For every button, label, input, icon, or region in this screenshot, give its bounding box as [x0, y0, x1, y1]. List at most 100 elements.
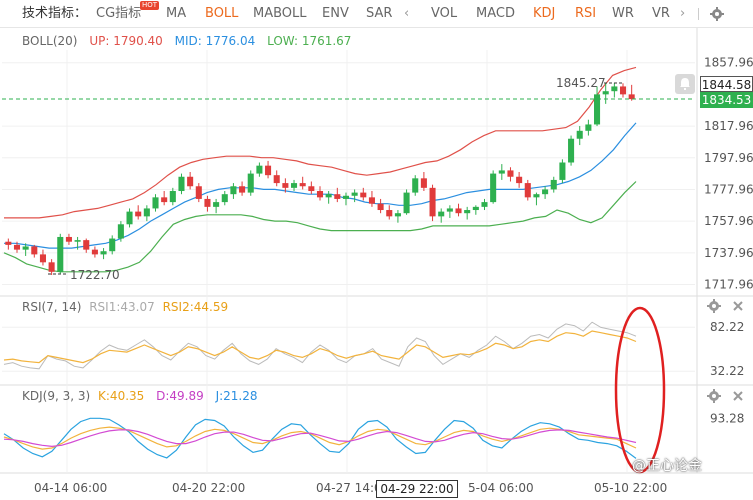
candle-body	[126, 211, 133, 225]
rsi1-line	[3, 321, 637, 370]
candle-body	[316, 191, 324, 198]
date-label: 04-27 14:0	[316, 481, 382, 495]
candle-body	[109, 238, 116, 252]
price-tick-label: 1817.96	[704, 119, 753, 133]
chevron-right-icon[interactable]: ›	[680, 6, 686, 21]
candle-body	[65, 236, 72, 242]
tab-macd[interactable]: MACD	[476, 6, 515, 21]
crosshair-date-label: 04-29 22:00	[376, 480, 458, 498]
candle-body	[481, 202, 488, 207]
boll-bands	[3, 66, 637, 273]
candle-body	[516, 176, 523, 184]
candle-body	[507, 170, 514, 177]
tab-vol[interactable]: VOL	[431, 6, 458, 21]
rsi-close-icon[interactable]	[731, 299, 745, 313]
tab-env[interactable]: ENV	[322, 6, 349, 21]
candle-body	[351, 192, 358, 196]
tab-cg-indicator[interactable]: CG指标	[96, 6, 142, 21]
candle-body	[290, 183, 298, 188]
candle-body	[247, 173, 254, 193]
rsi-lines	[3, 321, 637, 370]
boll-legend-low: LOW: 1761.67	[267, 34, 352, 48]
chart-grid	[0, 28, 753, 474]
candle-body	[550, 179, 557, 190]
kdj-legend-k: K:40.35	[98, 389, 145, 403]
candle-body	[464, 210, 471, 214]
candle-body	[83, 240, 90, 250]
candle-body	[602, 91, 609, 95]
price-tick-label: 1857.96	[704, 56, 753, 70]
kdj-lines	[3, 417, 637, 459]
candle-body	[204, 198, 211, 207]
bell-icon[interactable]	[675, 74, 695, 94]
candle-body	[273, 175, 280, 184]
watermark: @正心论金	[632, 458, 702, 474]
kdj-close-icon[interactable]	[731, 389, 745, 403]
rsi-legend-rsi2: RSI2:44.59	[162, 300, 229, 314]
candle-body	[455, 208, 462, 214]
kdj-settings-gear-icon[interactable]	[707, 389, 721, 403]
axis-labels: 1857.96 1817.96 1797.96 1777.96 1757.96 1737.…	[34, 56, 753, 495]
candle-body	[256, 165, 263, 174]
candle-body	[368, 197, 375, 204]
rsi-tick-label: 32.22	[710, 364, 744, 378]
candle-body	[377, 203, 384, 211]
chevron-left-icon[interactable]: ‹	[404, 6, 410, 21]
candle-body	[195, 186, 202, 199]
gear-icon[interactable]	[710, 7, 724, 21]
date-label: 04-20 22:00	[172, 481, 245, 495]
rsi-legend-name: RSI(7, 14)	[22, 300, 82, 314]
candle-body	[265, 165, 272, 176]
price-tick-label: 1717.96	[704, 278, 753, 292]
kdj-legend-name: KDJ(9, 3, 3)	[22, 389, 91, 403]
tab-wr[interactable]: WR	[612, 6, 634, 21]
candle-body	[31, 246, 38, 255]
candle-body	[282, 183, 289, 188]
toolbar-divider	[698, 8, 699, 20]
kdj-legend: KDJ(9, 3, 3) K:40.35 D:49.89 J:21.28	[22, 389, 266, 403]
price-tick-label: 1777.96	[704, 182, 753, 196]
rsi-settings-gear-icon[interactable]	[707, 299, 721, 313]
candle-body	[39, 254, 46, 263]
candle-body	[559, 162, 566, 180]
candle-body	[187, 176, 194, 187]
candle-body	[472, 206, 479, 211]
rsi-tick-label: 82.22	[710, 320, 744, 334]
candle-body	[178, 176, 185, 192]
candle-body	[161, 197, 168, 203]
candle-body	[57, 236, 64, 272]
candle-body	[169, 191, 176, 203]
candle-body	[394, 213, 401, 217]
tab-boll[interactable]: BOLL	[205, 6, 239, 21]
date-label: 05-10 22:00	[594, 481, 667, 495]
candle-body	[611, 86, 618, 92]
candle-body	[619, 86, 627, 95]
candle-body	[446, 208, 453, 212]
tab-vr[interactable]: VR	[652, 6, 670, 21]
boll-low-line	[3, 181, 637, 273]
tab-ma[interactable]: MA	[166, 6, 187, 21]
candle-body	[360, 192, 367, 198]
candle-body	[13, 244, 21, 250]
candle-body	[5, 241, 12, 245]
toolbar-label: 技术指标：	[22, 6, 88, 21]
candle-body	[585, 124, 592, 131]
price-tick-label: 1737.96	[704, 246, 753, 260]
date-label: 5-04 06:00	[468, 481, 534, 495]
rsi-legend: RSI(7, 14) RSI1:43.07 RSI2:44.59	[22, 300, 236, 314]
candle-body	[438, 211, 445, 217]
boll-up-line	[4, 66, 637, 219]
candle-body	[420, 178, 427, 188]
candle-body	[308, 186, 315, 192]
boll-legend-name: BOLL(20)	[22, 34, 78, 48]
indicator-toolbar: 技术指标： CG指标 HOT MA BOLL MABOLL ENV SAR ‹ …	[0, 0, 753, 28]
tab-sar[interactable]: SAR	[366, 6, 393, 21]
tab-maboll[interactable]: MABOLL	[253, 6, 307, 21]
boll-legend: BOLL(20) UP: 1790.40 MID: 1776.04 LOW: 1…	[22, 34, 359, 48]
tab-rsi[interactable]: RSI	[575, 6, 597, 21]
price-tick-label: 1757.96	[704, 214, 753, 228]
annotations: 1845.27 1722.70	[2, 76, 695, 474]
boll-legend-mid: MID: 1776.04	[174, 34, 256, 48]
tab-kdj[interactable]: KDJ	[533, 6, 556, 21]
